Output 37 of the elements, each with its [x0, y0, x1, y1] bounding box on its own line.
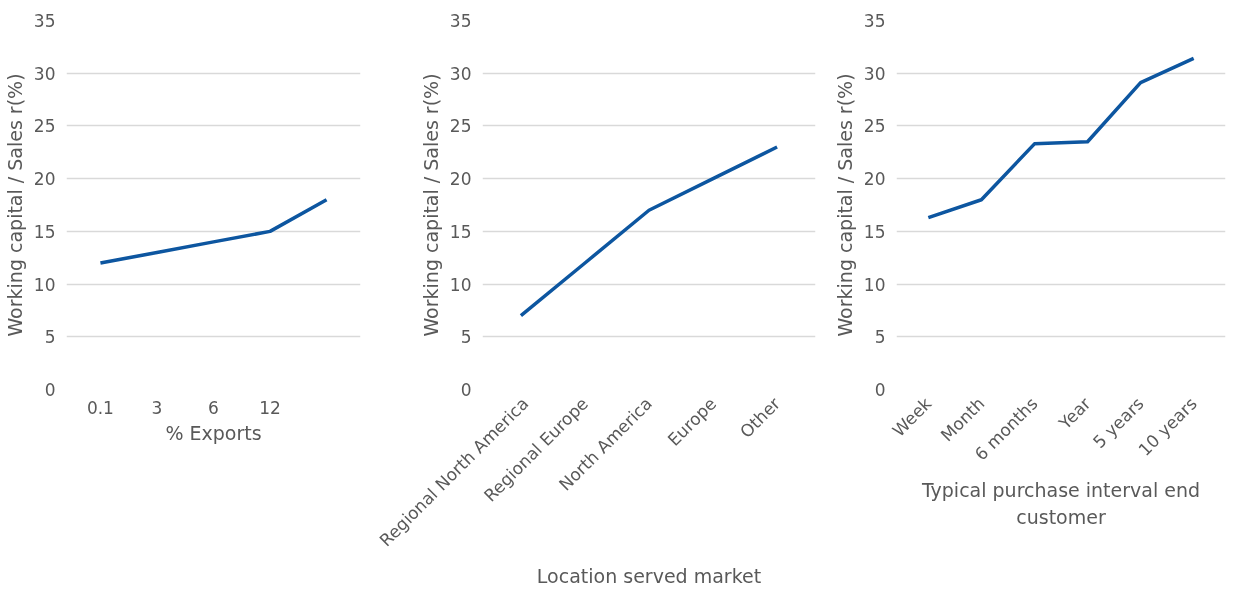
x-tick-label: 6: [208, 397, 219, 418]
y-tick-label: 0: [44, 380, 56, 400]
line-series: [98, 197, 329, 265]
x-axis-title: Location served market: [536, 565, 762, 588]
x-axis-title: Typical purchase interval end customer: [920, 479, 1201, 528]
x-tick-label: 3: [151, 397, 163, 418]
y-tick-label: 15: [449, 221, 472, 242]
y-tick-label: 15: [863, 221, 886, 242]
y-tick-label: 15: [33, 221, 56, 242]
y-tick-label: 30: [863, 63, 886, 84]
y-tick-label: 35: [449, 11, 472, 31]
y-tick-label: 10: [449, 274, 472, 295]
y-tick-label: 35: [863, 11, 886, 31]
line-series: [926, 56, 1196, 220]
y-axis-title: Working capital / Sales r(%): [3, 73, 26, 337]
y-tick-label: 20: [33, 169, 56, 190]
y-tick-label: 25: [33, 116, 56, 137]
y-tick-label: 30: [33, 63, 56, 84]
x-tick-label: 0.1: [86, 397, 114, 418]
y-tick-label: 25: [449, 116, 472, 137]
y-axis-title: Working capital / Sales r(%): [419, 73, 442, 337]
y-tick-label: 5: [44, 327, 56, 348]
y-tick-label: 0: [460, 380, 472, 400]
y-tick-label: 10: [863, 274, 886, 295]
y-tick-label: 30: [449, 63, 472, 84]
y-axis-title: Working capital / Sales r(%): [833, 73, 856, 337]
y-tick-label: 20: [863, 169, 886, 190]
y-tick-label: 35: [33, 11, 56, 31]
x-tick-label: 12: [259, 397, 281, 418]
y-tick-label: 0: [874, 380, 886, 400]
y-tick-label: 25: [863, 116, 886, 137]
line-series: [519, 145, 779, 318]
y-tick-label: 10: [33, 274, 56, 295]
x-axis-title: % Exports: [165, 421, 262, 444]
y-tick-label: 5: [874, 327, 886, 348]
y-tick-label: 5: [460, 327, 472, 348]
y-tick-label: 20: [449, 169, 472, 190]
